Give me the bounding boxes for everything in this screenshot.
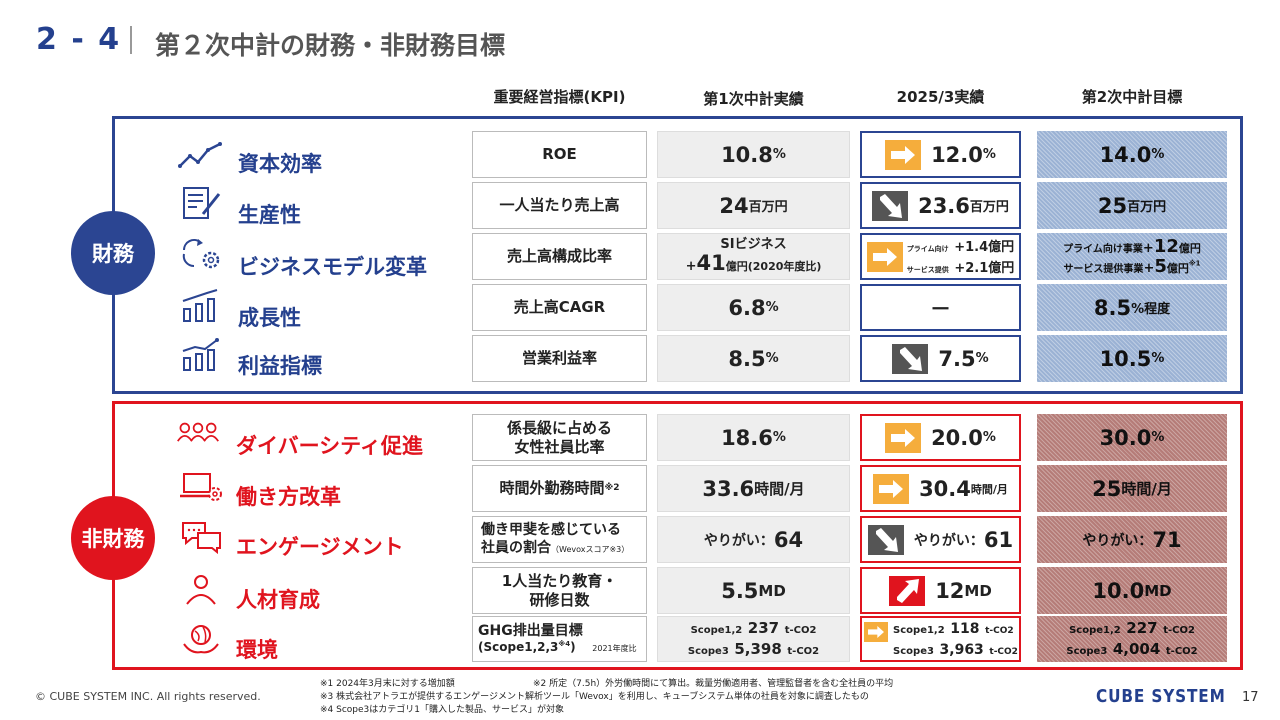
person-icon [186, 575, 216, 605]
result1-work-style: 33.6 時間/月 [657, 465, 850, 512]
kpi-overtime: 時間外勤務時間 ※2 [472, 465, 647, 512]
kpi-operating-margin: 営業利益率 [472, 335, 647, 382]
arrow-right-icon [885, 139, 922, 170]
kpi-sales-composition: 売上高構成比率 [472, 233, 647, 280]
target-business-model: プライム向け事業+12億円 サービス提供事業+5億円※1 [1037, 233, 1227, 280]
col-header-target2: 第2次中計目標 [1081, 88, 1183, 106]
arrow-up-right-icon [889, 575, 926, 606]
result1-profit: 8.5% [657, 335, 850, 382]
result2025-training: 12 MD [860, 567, 1021, 614]
label-business-model: ビジネスモデル変革 [238, 255, 427, 279]
chat-bubbles-icon [182, 522, 221, 554]
arrow-right-icon [873, 473, 910, 504]
company-logo: CUBE SYSTEM [1096, 686, 1226, 707]
kpi-engagement: 働き甲斐を感じている 社員の割合（Wevoxスコア※3） [472, 516, 647, 563]
financial-badge: 財務 [71, 211, 155, 295]
arrow-right-icon [864, 622, 889, 642]
result2025-business-model: プライム向け +1.4億円 サービス提供 +2.1億円 [860, 233, 1021, 280]
result1-training: 5.5 MD [657, 567, 850, 614]
result1-business-model: SIビジネス +41億円(2020年度比) [657, 233, 850, 280]
target-training: 10.0 MD [1037, 567, 1227, 614]
target-diversity: 30.0% [1037, 414, 1227, 461]
footnote-2: ※2 所定（7.5h）外労働時間にて算出。裁量労働適用者、管理監督者を含む全社員… [533, 679, 894, 689]
target-roe: 14.0% [1037, 131, 1227, 178]
label-talent-development: 人材育成 [236, 588, 320, 612]
result2025-growth: － [860, 284, 1021, 331]
document-pen-icon [183, 187, 221, 219]
col-header-kpi: 重要経営指標(KPI) [493, 88, 626, 106]
target-profit: 10.5% [1037, 335, 1227, 382]
kpi-sales-cagr: 売上高CAGR [472, 284, 647, 331]
target-engagement: やりがい： 71 [1037, 516, 1227, 563]
arrow-down-right-icon [867, 524, 904, 555]
page-number: 17 [1242, 690, 1259, 705]
kpi-training-days: 1人当たり教育・ 研修日数 [472, 567, 647, 614]
page-title: 第２次中計の財務・非財務目標 [155, 31, 506, 60]
bar-chart-icon [182, 289, 218, 322]
arrow-down-right-icon [872, 190, 909, 221]
target-work-style: 25 時間/月 [1037, 465, 1227, 512]
result1-engagement: やりがい： 64 [657, 516, 850, 563]
kpi-sales-per-person: 一人当たり売上高 [472, 182, 647, 229]
target-environment: Scope1,2 227 t-CO2 Scope3 4,004 t-CO2 [1037, 616, 1227, 662]
target-productivity: 25 百万円 [1037, 182, 1227, 229]
kpi-female-ratio: 係長級に占める 女性社員比率 [472, 414, 647, 461]
copyright: © CUBE SYSTEM INC. All rights reserved. [35, 690, 261, 703]
section-number: 2 - 4 [36, 22, 122, 57]
people-group-icon [177, 422, 219, 442]
header-divider [130, 26, 132, 54]
kpi-ghg: GHG排出量目標 (Scope1,2,3※4) 2021年度比 [472, 616, 647, 662]
col-header-result1: 第1次中計実績 [703, 90, 804, 108]
target-growth: 8.5 %程度 [1037, 284, 1227, 331]
result1-diversity: 18.6% [657, 414, 850, 461]
label-growth: 成長性 [238, 306, 301, 330]
arrow-right-icon [866, 241, 903, 272]
trend-line-icon [178, 142, 222, 168]
col-header-result2025: 2025/3実績 [896, 88, 985, 106]
arrow-down-right-icon [892, 343, 929, 374]
label-work-style: 働き方改革 [236, 485, 341, 509]
label-diversity: ダイバーシティ促進 [236, 434, 423, 458]
arrow-right-icon [885, 422, 922, 453]
label-capital-efficiency: 資本効率 [238, 152, 322, 176]
kpi-roe: ROE [472, 131, 647, 178]
result2025-engagement: やりがい： 61 [860, 516, 1021, 563]
cycle-gear-icon [182, 239, 220, 269]
result2025-profit: 7.5% [860, 335, 1021, 382]
label-profit: 利益指標 [238, 354, 322, 378]
footnote-1: ※1 2024年3月末に対する増加額 [320, 679, 455, 689]
result1-roe: 10.8% [657, 131, 850, 178]
label-environment: 環境 [236, 638, 278, 662]
label-productivity: 生産性 [238, 203, 301, 227]
result2025-diversity: 20.0% [860, 414, 1021, 461]
footnote-3: ※3 株式会社アトラエが提供するエンゲージメント解析ツール「Wevox」を利用し… [320, 692, 869, 702]
result1-productivity: 24 百万円 [657, 182, 850, 229]
bar-trend-icon [182, 338, 219, 371]
result1-growth: 6.8% [657, 284, 850, 331]
result2025-work-style: 30.4 時間/月 [860, 465, 1021, 512]
footnote-4: ※4 Scope3はカテゴリ1「購入した製品、サービス」が対象 [320, 705, 564, 715]
result1-environment: Scope1,2 237 t-CO2 Scope3 5,398 t-CO2 [657, 616, 850, 662]
nonfinancial-badge: 非財務 [71, 496, 155, 580]
globe-hands-icon [183, 625, 219, 654]
label-engagement: エンゲージメント [236, 535, 404, 559]
result2025-productivity: 23.6 百万円 [860, 182, 1021, 229]
laptop-gear-icon [180, 473, 222, 501]
result2025-environment: Scope1,2 118 t-CO2 Scope3 3,963 t-CO2 [860, 616, 1021, 662]
result2025-roe: 12.0% [860, 131, 1021, 178]
